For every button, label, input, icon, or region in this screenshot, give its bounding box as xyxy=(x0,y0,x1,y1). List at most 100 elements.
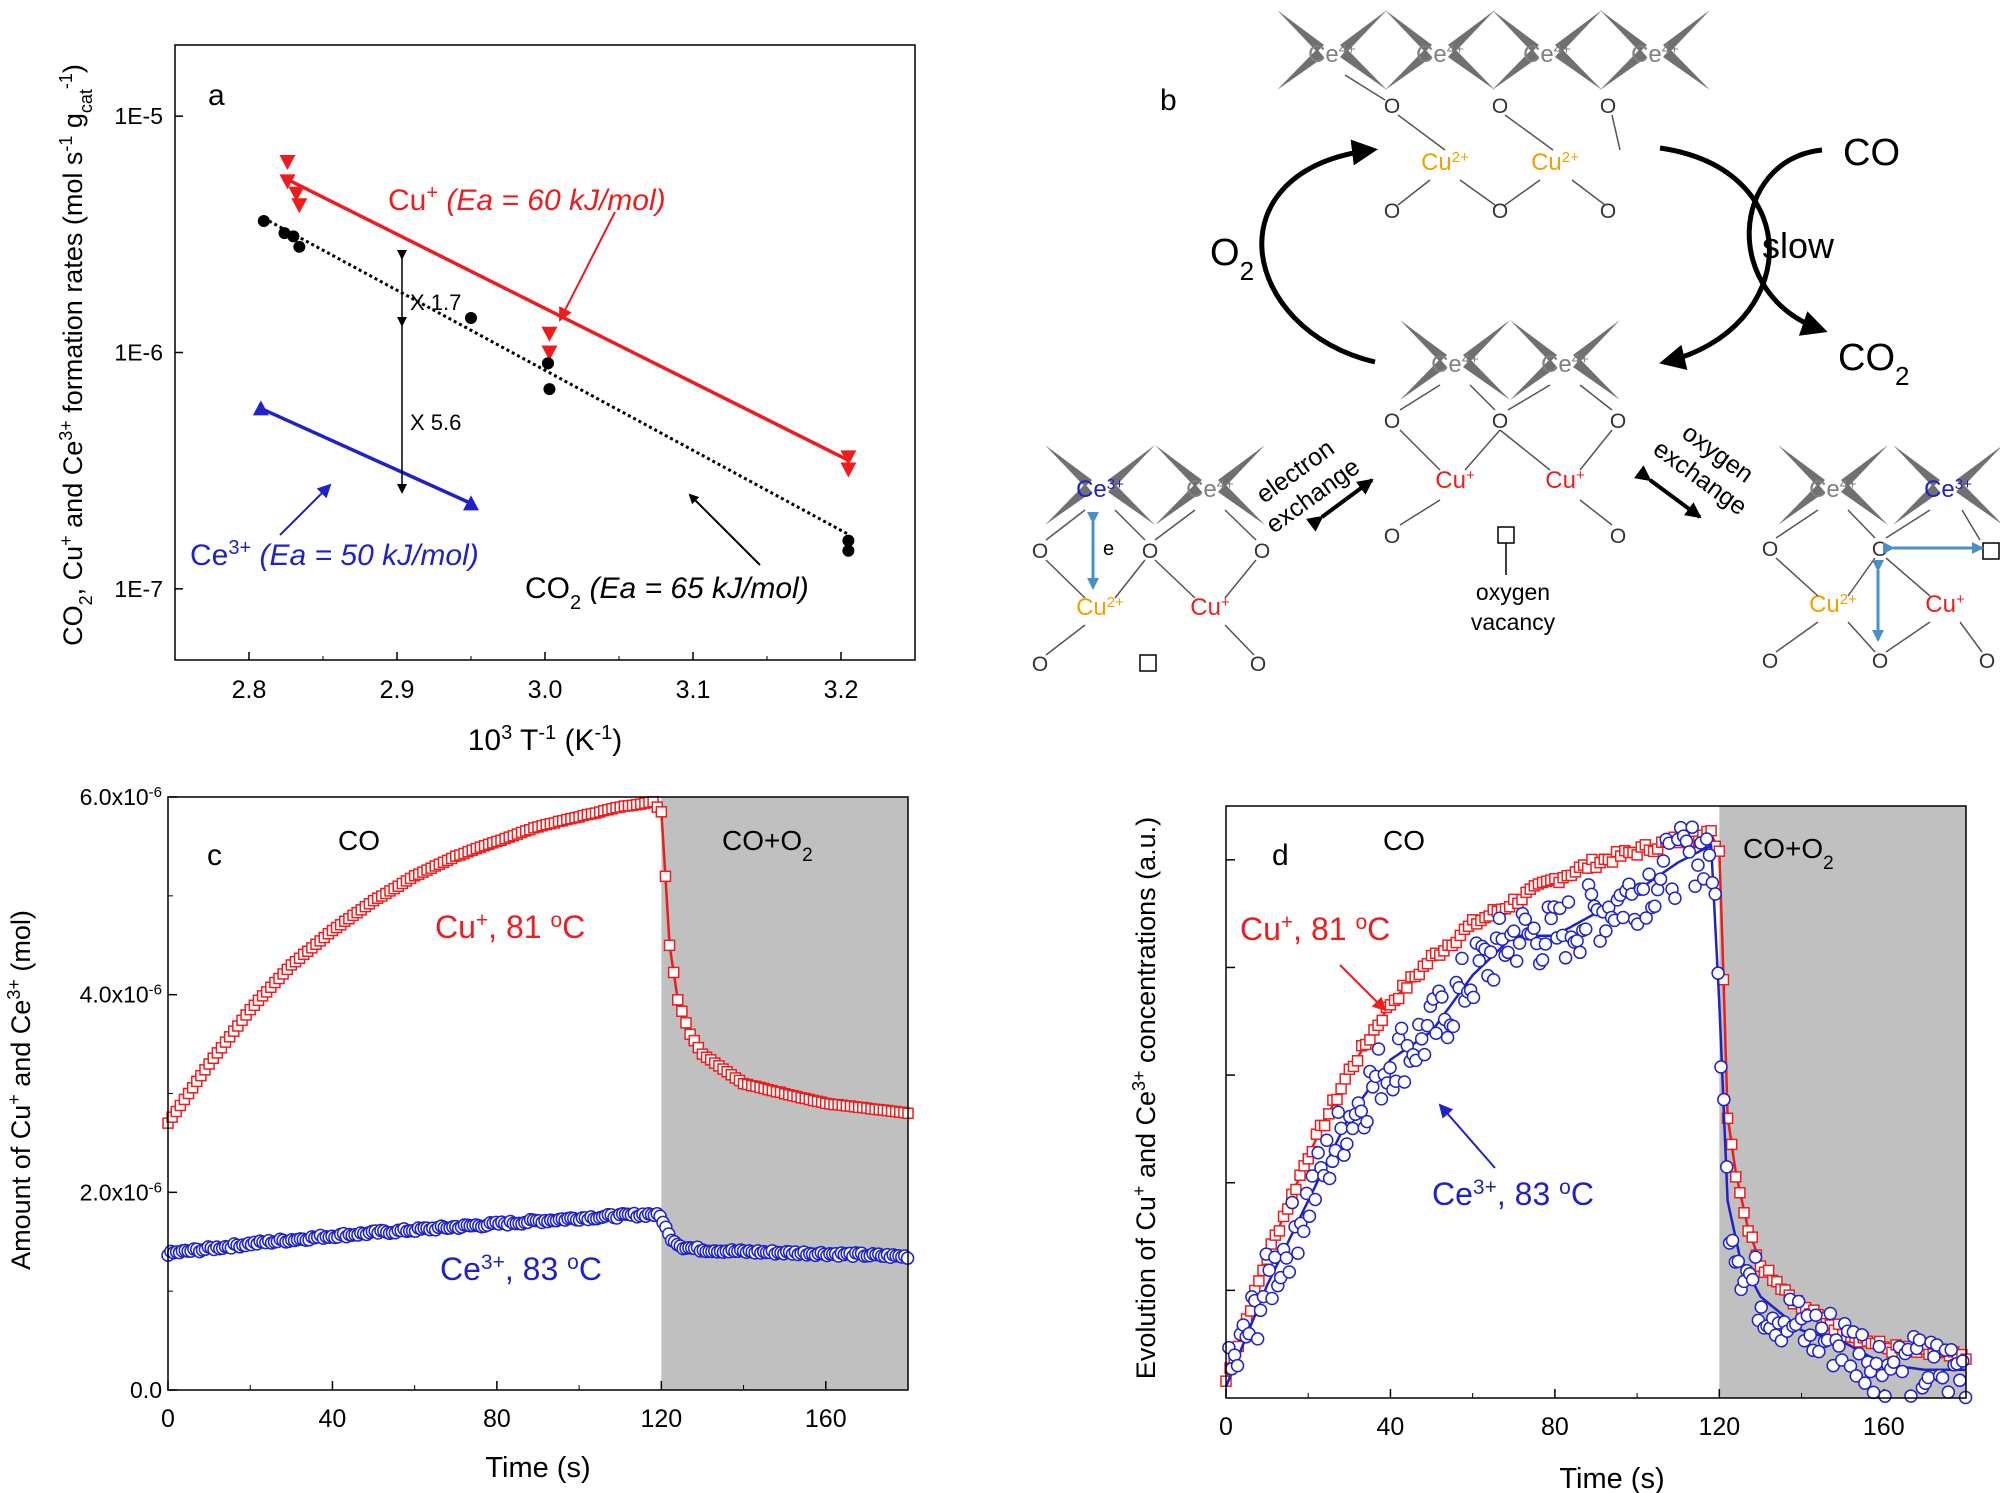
data-point xyxy=(1734,1186,1746,1199)
ion-label: Cu2+ xyxy=(1531,149,1579,177)
data-point xyxy=(1308,1192,1322,1207)
oxygen-atom: O xyxy=(1600,95,1616,118)
data-point xyxy=(1688,879,1702,893)
data-point xyxy=(287,230,300,243)
oxygen-atom: O xyxy=(1254,540,1270,563)
oxygen-atom: O xyxy=(1250,653,1266,676)
panel-label: b xyxy=(1160,84,1177,117)
data-point xyxy=(1535,953,1550,967)
data-point xyxy=(1334,1121,1348,1136)
axis-ticks: 0 40 80 120 160 xyxy=(1219,859,1905,1441)
panel-label: c xyxy=(207,839,222,872)
bond-wedge xyxy=(1385,49,1432,90)
ion-label: Ce4+ xyxy=(1308,41,1356,69)
bond xyxy=(1114,509,1146,541)
co2-ea-label: CO2 (Ea = 65 kJ/mol) xyxy=(525,572,809,614)
data-point xyxy=(1878,1389,1892,1403)
region-co-o2-label: CO+O2 xyxy=(1743,833,1834,874)
bond-wedge xyxy=(1492,49,1539,90)
bond xyxy=(1397,114,1446,151)
data-point xyxy=(541,345,558,361)
data-point xyxy=(1302,1209,1317,1223)
bond xyxy=(1154,559,1196,599)
cu-series-label: Cu+, 81 oC xyxy=(1240,911,1390,948)
data-point xyxy=(1331,1105,1345,1120)
oxygen-vacancy-label: oxygen vacancy xyxy=(1471,579,1556,635)
data-point xyxy=(1345,1121,1360,1136)
data-point xyxy=(1653,872,1668,886)
data-point xyxy=(1714,1060,1728,1074)
bond xyxy=(1464,429,1501,471)
oxygen-atom: O xyxy=(1032,540,1048,563)
data-point xyxy=(1869,1356,1884,1371)
data-point xyxy=(1935,1370,1950,1385)
data-point xyxy=(659,870,672,883)
data-point xyxy=(1682,845,1697,859)
panel-a-chart: 2.8 2.9 3.0 3.1 3.2 1E-7 1E-6 1E-5 a 103 T-1 (K… xyxy=(56,44,916,757)
data-point xyxy=(1584,887,1599,902)
ion-label: Ce4+ xyxy=(1631,41,1679,69)
data-point xyxy=(1440,1030,1455,1045)
data-point xyxy=(1435,990,1449,1004)
bond xyxy=(1045,624,1086,656)
bond-wedge xyxy=(1045,445,1092,487)
data-point xyxy=(1730,1171,1742,1183)
axis-ticks: 0 40 80 120 160 0.0 2.0x10-6 4.0x10-6 6.0x10-6 xyxy=(80,784,847,1434)
data-point xyxy=(1507,924,1521,938)
bond-wedge xyxy=(1956,484,2000,523)
data-point xyxy=(1337,1148,1351,1162)
ce-series-label: Ce3+, 83 oC xyxy=(1432,1176,1594,1213)
data-point xyxy=(1282,1265,1297,1279)
data-point xyxy=(1725,1138,1738,1151)
x-tick-label: 0 xyxy=(1219,1413,1233,1441)
electron-exchange-arrow xyxy=(1305,478,1374,532)
x-axis-label: Time (s) xyxy=(485,1452,590,1484)
bond xyxy=(1775,621,1819,653)
bond xyxy=(1847,557,1876,597)
data-point xyxy=(1746,1231,1758,1243)
co-in-arc xyxy=(1746,147,1828,336)
data-point xyxy=(1335,1082,1347,1095)
data-point xyxy=(1691,858,1705,872)
bond-wedge xyxy=(1155,484,1202,525)
bond xyxy=(1847,509,1876,539)
data-point xyxy=(1290,1183,1302,1196)
y-tick-label: 4.0x10-6 xyxy=(80,981,162,1008)
bond xyxy=(1571,179,1606,206)
data-point xyxy=(1279,1251,1294,1265)
co2-label: CO2 xyxy=(1838,337,1909,391)
fit-line xyxy=(286,177,850,462)
data-point xyxy=(1791,1294,1806,1309)
oxygen-atom: O xyxy=(1384,410,1400,433)
x-tick-label: 40 xyxy=(1377,1413,1405,1441)
data-point xyxy=(1599,924,1613,938)
y-tick-label: 1E-6 xyxy=(114,340,163,366)
bond xyxy=(1775,557,1819,597)
co-o2-shaded-region xyxy=(1719,806,1966,1398)
data-point xyxy=(1509,954,1524,968)
data-point xyxy=(288,186,305,202)
bond-wedge xyxy=(1400,320,1447,362)
data-point xyxy=(1265,1291,1279,1306)
data-point xyxy=(1518,912,1533,926)
oxygen-atom: O xyxy=(1492,200,1508,223)
data-point xyxy=(1253,1303,1268,1318)
data-point xyxy=(1340,1137,1354,1151)
data-point xyxy=(1814,1321,1829,1335)
x-tick-label: 80 xyxy=(1541,1413,1569,1441)
y-tick-label: 0.0 xyxy=(130,1377,162,1403)
data-point xyxy=(680,1017,692,1029)
data-point xyxy=(1558,951,1573,965)
oxygen-atom: O xyxy=(1600,200,1616,223)
bond-wedge xyxy=(1340,49,1387,90)
data-point xyxy=(1648,899,1662,914)
ratio-label-1: X 1.7 xyxy=(410,290,461,315)
data-point xyxy=(1294,1169,1306,1181)
data-point xyxy=(1351,1055,1364,1067)
data-point xyxy=(1492,911,1507,926)
x-tick-label: 160 xyxy=(805,1405,847,1433)
data-point xyxy=(1417,1047,1432,1062)
bond-wedge xyxy=(1463,320,1510,362)
x-tick-label: 40 xyxy=(319,1405,347,1433)
data-point xyxy=(465,311,477,324)
